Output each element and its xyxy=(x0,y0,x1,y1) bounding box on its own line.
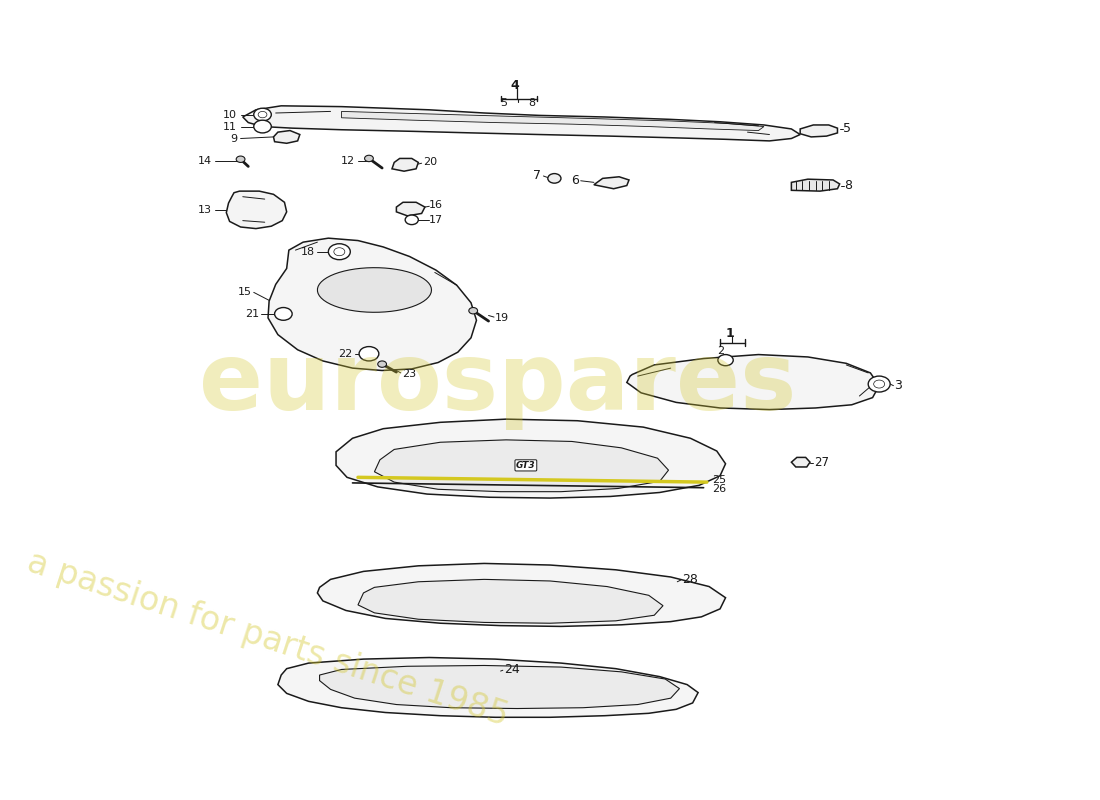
Circle shape xyxy=(873,380,884,388)
Polygon shape xyxy=(274,130,300,143)
Circle shape xyxy=(548,174,561,183)
Text: 14: 14 xyxy=(198,156,212,166)
Text: 5: 5 xyxy=(843,122,851,135)
Text: 22: 22 xyxy=(339,349,352,358)
Polygon shape xyxy=(627,354,879,410)
Text: 23: 23 xyxy=(402,369,416,378)
Polygon shape xyxy=(800,125,837,137)
Text: 11: 11 xyxy=(223,122,238,131)
Circle shape xyxy=(333,248,344,256)
Text: eurospares: eurospares xyxy=(199,338,796,430)
Circle shape xyxy=(258,111,267,118)
Polygon shape xyxy=(374,440,669,492)
Text: 4: 4 xyxy=(510,78,519,91)
Polygon shape xyxy=(268,238,476,370)
Circle shape xyxy=(364,155,373,162)
Text: 13: 13 xyxy=(198,206,212,215)
Circle shape xyxy=(329,244,350,260)
Text: 18: 18 xyxy=(301,246,316,257)
Text: 10: 10 xyxy=(223,110,238,119)
Polygon shape xyxy=(278,658,698,718)
Circle shape xyxy=(275,307,293,320)
Circle shape xyxy=(718,354,734,366)
Text: 20: 20 xyxy=(422,158,437,167)
Polygon shape xyxy=(396,202,425,216)
Circle shape xyxy=(405,215,418,225)
Text: GT3: GT3 xyxy=(516,461,536,470)
Polygon shape xyxy=(243,106,800,141)
Polygon shape xyxy=(318,563,726,626)
Text: 8: 8 xyxy=(528,98,535,109)
Text: 16: 16 xyxy=(429,200,443,210)
Polygon shape xyxy=(227,191,287,229)
Circle shape xyxy=(254,108,272,121)
Text: 28: 28 xyxy=(682,573,697,586)
Polygon shape xyxy=(392,158,418,171)
Text: 26: 26 xyxy=(713,484,726,494)
Text: 3: 3 xyxy=(894,379,902,392)
Text: 7: 7 xyxy=(534,169,541,182)
Text: 1: 1 xyxy=(726,327,735,340)
Polygon shape xyxy=(341,111,764,130)
Text: 25: 25 xyxy=(713,474,726,485)
Text: 2: 2 xyxy=(717,346,725,355)
Text: 15: 15 xyxy=(238,287,252,298)
Circle shape xyxy=(868,376,890,392)
Circle shape xyxy=(254,120,272,133)
Circle shape xyxy=(359,346,378,361)
Polygon shape xyxy=(791,179,839,191)
Circle shape xyxy=(377,361,386,367)
Polygon shape xyxy=(318,268,431,312)
Text: 8: 8 xyxy=(844,179,852,192)
Text: 24: 24 xyxy=(504,663,519,676)
Polygon shape xyxy=(468,674,534,703)
Text: 6: 6 xyxy=(571,174,579,187)
Text: 21: 21 xyxy=(245,309,260,319)
Text: 19: 19 xyxy=(495,313,509,323)
Text: a passion for parts since 1985: a passion for parts since 1985 xyxy=(23,546,513,733)
Polygon shape xyxy=(791,458,810,467)
Text: 17: 17 xyxy=(429,215,443,225)
Polygon shape xyxy=(336,419,726,498)
Polygon shape xyxy=(358,579,663,623)
Polygon shape xyxy=(594,177,629,189)
Text: 27: 27 xyxy=(814,457,829,470)
Polygon shape xyxy=(320,666,680,709)
Text: 9: 9 xyxy=(230,134,238,143)
Text: 12: 12 xyxy=(341,156,354,166)
Circle shape xyxy=(236,156,245,162)
Text: 5: 5 xyxy=(500,98,507,109)
Circle shape xyxy=(469,307,477,314)
